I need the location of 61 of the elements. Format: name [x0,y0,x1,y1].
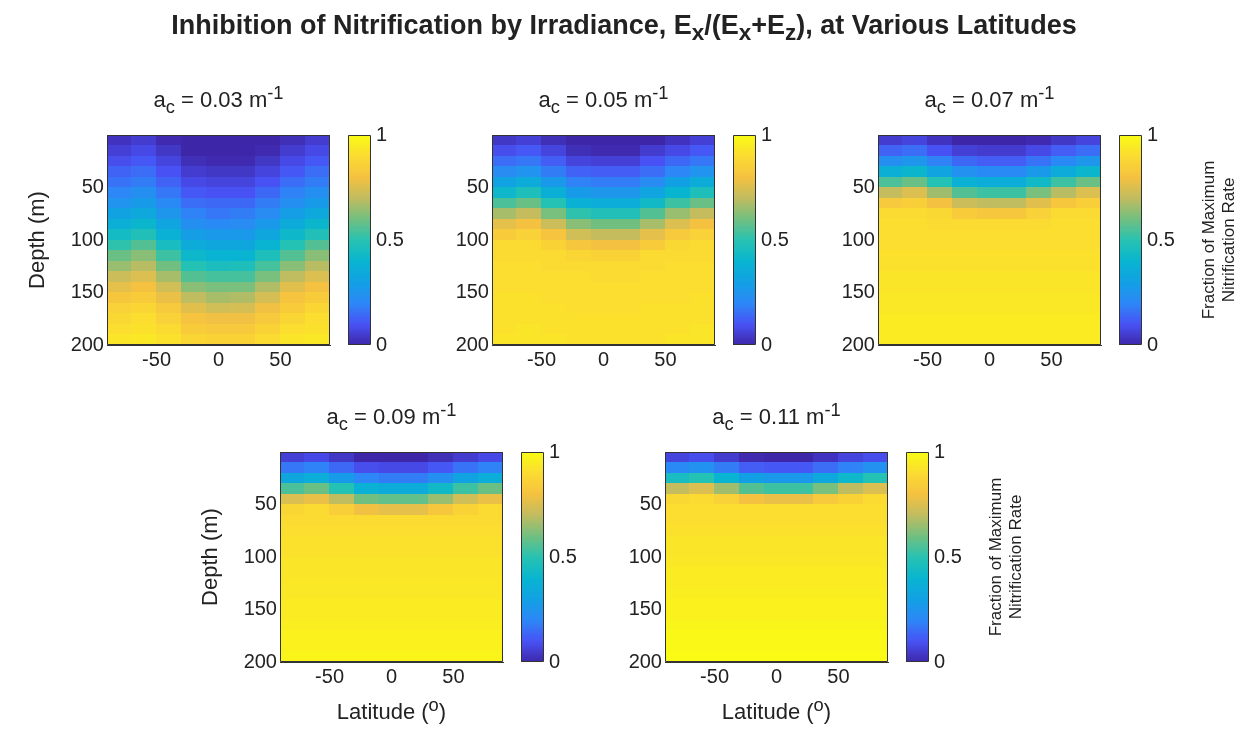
x-axis-title: Latitude ($^{o}$) [721,694,832,726]
y-tick-label: 150 [455,280,489,303]
y-axis-title: Depth (m) [197,508,223,606]
color-bar-label: 1 [376,122,388,145]
x-tick-label: 50 [269,347,292,370]
y-tick-label: 200 [841,332,875,355]
x-tick-label: 50 [654,347,677,370]
color-bar-label: 0 [761,332,773,355]
color-bar-label: 0.5 [761,227,789,250]
color-bar-label: 1 [761,122,773,145]
chart-title: a$_{c}$ = 0.03 m$^{-1}$ [153,82,284,118]
y-tick-label: 200 [70,332,104,355]
x-tick-label: 0 [597,347,610,370]
x-tick-label: 50 [1040,347,1063,370]
color-bar-label: 0 [376,332,388,355]
x-tick-label: -50 [142,347,172,370]
color-bar-label: 0 [1147,332,1159,355]
color-bar-title: Fraction of Maximum Nitrification Rate [986,476,1026,639]
y-tick-label: 50 [81,175,104,198]
x-tick-label: 50 [827,664,850,687]
y-tick-label: 100 [455,227,489,250]
chart-title: a$_{c}$ = 0.05 m$^{-1}$ [538,82,669,118]
y-tick-label: 50 [639,492,662,515]
x-tick-label: 0 [983,347,996,370]
color-bar-label: 1 [549,439,561,462]
chart-title: a$_{c}$ = 0.09 m$^{-1}$ [326,399,457,435]
x-tick-label: -50 [527,347,557,370]
x-tick-label: -50 [700,664,730,687]
y-tick-label: 150 [70,280,104,303]
x-tick-label: 0 [212,347,225,370]
y-tick-label: 150 [841,280,875,303]
y-axis-title: Depth (m) [24,191,50,289]
x-tick-label: -50 [315,664,345,687]
color-bar-label: 0.5 [549,544,577,567]
text: Inhibition of Nitrification by Irradiance, E$_{x}$/(E$_{x}$+E$_{z}$), at Various Latitudes [170,10,1078,47]
y-tick-label: 50 [852,175,875,198]
color-bar-label: 0.5 [1147,227,1175,250]
color-bar-label: 1 [1147,122,1159,145]
y-tick-label: 200 [243,649,277,672]
y-tick-label: 100 [243,544,277,567]
color-bar-label: 1 [934,439,946,462]
y-tick-label: 50 [254,492,277,515]
color-bar-label: 0.5 [376,227,404,250]
chart-title: a$_{c}$ = 0.11 m$^{-1}$ [712,399,841,435]
y-tick-label: 200 [455,332,489,355]
y-tick-label: 100 [841,227,875,250]
y-tick-label: 200 [628,649,662,672]
x-tick-label: 0 [770,664,783,687]
x-tick-label: -50 [913,347,943,370]
color-bar-label: 0 [549,649,561,672]
y-tick-label: 50 [466,175,489,198]
chart-title: a$_{c}$ = 0.07 m$^{-1}$ [924,82,1055,118]
y-tick-label: 100 [628,544,662,567]
color-bar-title: Fraction of Maximum Nitrification Rate [1199,159,1239,322]
y-tick-label: 150 [628,597,662,620]
color-bar-label: 0 [934,649,946,672]
y-tick-label: 150 [243,597,277,620]
x-axis-title: Latitude ($^{o}$) [336,694,447,726]
y-tick-label: 100 [70,227,104,250]
x-tick-label: 0 [385,664,398,687]
color-bar-label: 0.5 [934,544,962,567]
